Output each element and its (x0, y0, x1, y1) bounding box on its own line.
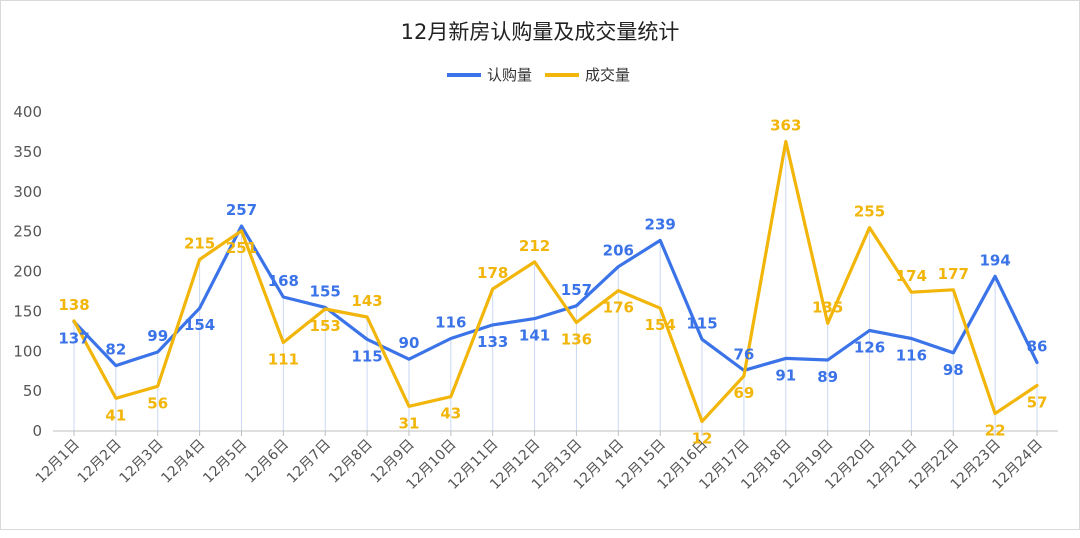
data-label-transaction: 255 (854, 203, 885, 221)
x-tick-label: 12月1日 (33, 437, 83, 487)
y-tick-label: 50 (23, 382, 42, 400)
y-tick-label: 400 (13, 103, 42, 121)
y-tick-label: 300 (13, 183, 42, 201)
data-label-transaction: 31 (399, 414, 420, 432)
data-label-transaction: 153 (310, 317, 341, 335)
data-label-subscription: 116 (896, 346, 927, 364)
x-tick-label: 12月4日 (158, 437, 208, 487)
data-label-subscription: 98 (943, 361, 964, 379)
data-label-transaction: 251 (226, 239, 257, 257)
y-tick-label: 0 (32, 422, 42, 440)
x-tick-label: 12月3日 (117, 437, 167, 487)
data-label-subscription: 126 (854, 339, 885, 357)
data-label-subscription: 239 (645, 215, 676, 233)
legend-label-1: 认购量 (487, 66, 532, 84)
y-tick-label: 150 (13, 302, 42, 320)
chart-title: 12月新房认购量及成交量统计 (401, 20, 680, 44)
data-label-transaction: 136 (561, 331, 592, 349)
data-label-subscription: 154 (184, 316, 215, 334)
data-label-subscription: 257 (226, 201, 257, 219)
x-tick-label: 12月2日 (75, 437, 125, 487)
data-label-subscription: 115 (351, 347, 382, 365)
data-label-transaction: 177 (938, 265, 969, 283)
data-label-transaction: 111 (268, 350, 299, 368)
data-label-transaction: 154 (645, 316, 676, 334)
data-label-transaction: 22 (985, 421, 1006, 439)
data-label-transaction: 12 (692, 429, 713, 447)
data-label-transaction: 56 (147, 394, 168, 412)
y-axis: 0 50 100 150 200 250 300 350 400 (13, 103, 42, 440)
data-label-transaction: 178 (477, 264, 508, 282)
data-label-transaction: 41 (105, 406, 126, 424)
data-label-subscription: 194 (979, 251, 1010, 269)
y-tick-label: 350 (13, 143, 42, 161)
data-label-subscription: 157 (561, 281, 592, 299)
x-tick-label: 12月7日 (284, 437, 334, 487)
data-labels: 137 138 82 41 99 56 154 215 257 251 168 111 155 153 11… (58, 117, 1047, 448)
data-label-transaction: 212 (519, 237, 550, 255)
data-label-transaction: 138 (58, 296, 89, 314)
y-tick-label: 100 (13, 342, 42, 360)
series-line-1 (72, 224, 1039, 372)
x-tick-label: 12月5日 (200, 437, 250, 487)
data-label-transaction: 174 (896, 267, 927, 285)
data-label-subscription: 86 (1027, 337, 1048, 355)
drop-lines (73, 141, 1038, 431)
x-tick-label: 12月6日 (242, 437, 292, 487)
data-label-transaction: 176 (603, 299, 634, 317)
data-label-subscription: 76 (733, 345, 754, 363)
data-label-transaction: 43 (440, 405, 461, 423)
x-tick-label: 12月8日 (326, 437, 376, 487)
data-label-subscription: 91 (775, 366, 796, 384)
data-label-subscription: 89 (817, 368, 838, 386)
legend-label-2: 成交量 (585, 66, 630, 84)
data-label-subscription: 133 (477, 333, 508, 351)
data-label-subscription: 82 (105, 341, 126, 359)
series-line-2 (72, 139, 1039, 423)
data-label-transaction: 143 (351, 292, 382, 310)
data-label-transaction: 57 (1027, 394, 1048, 412)
y-tick-label: 250 (13, 223, 42, 241)
series-lines (72, 139, 1039, 423)
data-label-subscription: 90 (399, 334, 420, 352)
data-label-subscription: 116 (435, 313, 466, 331)
data-label-transaction: 69 (733, 384, 754, 402)
data-label-transaction: 215 (184, 235, 215, 253)
data-label-subscription: 168 (268, 272, 299, 290)
data-label-subscription: 155 (310, 282, 341, 300)
data-label-transaction: 135 (812, 298, 843, 316)
data-label-transaction: 363 (770, 117, 801, 135)
data-label-subscription: 141 (519, 327, 550, 345)
x-axis: 12月1日12月2日12月3日12月4日12月5日12月6日12月7日12月8日… (33, 430, 1058, 493)
data-label-subscription: 137 (58, 330, 89, 348)
data-label-subscription: 206 (603, 242, 634, 260)
data-label-subscription: 115 (686, 314, 717, 332)
y-tick-label: 200 (13, 263, 42, 281)
data-label-subscription: 99 (147, 327, 168, 345)
legend: 认购量 成交量 (447, 66, 630, 84)
